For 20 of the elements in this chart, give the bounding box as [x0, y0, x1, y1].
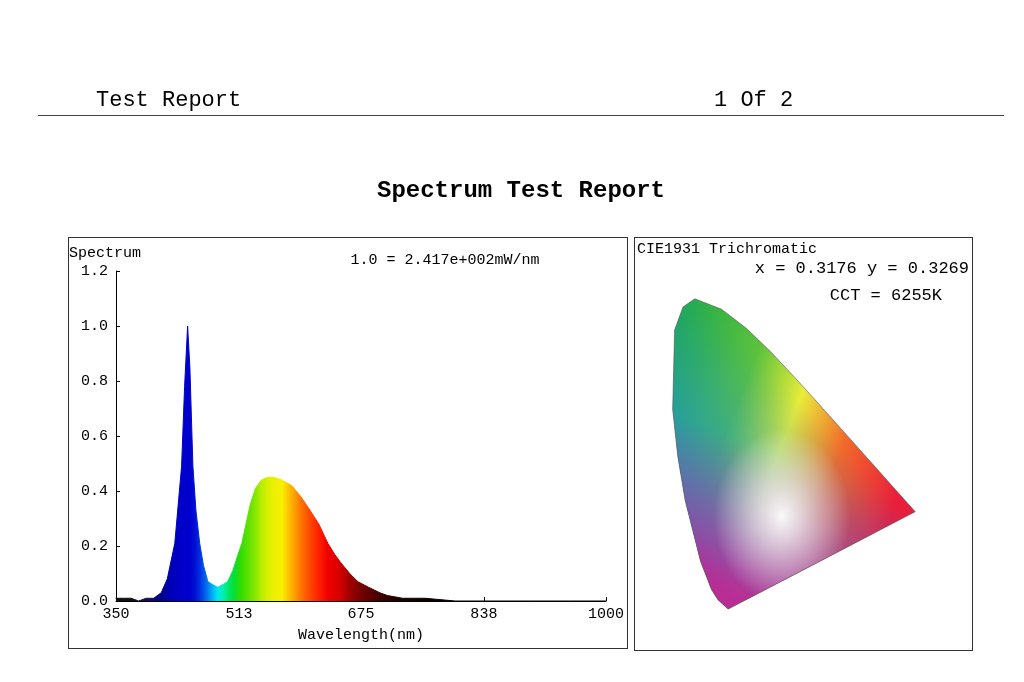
y-tick-label: 0.6 — [80, 427, 108, 445]
text: CIE1931 Trichromatic — [637, 241, 818, 258]
x-tick-label: 513 — [225, 606, 253, 623]
y-tick-label: 1.2 — [80, 262, 108, 280]
x-tick-label: 350 — [102, 606, 130, 623]
y-axis-title: Spectrum — [69, 245, 142, 262]
text: CCT = 6255K — [829, 286, 942, 305]
x-axis-title: Wavelength(nm) — [297, 627, 425, 644]
y-tick-label: 1.0 — [80, 317, 108, 335]
text: Test Report — [96, 88, 242, 113]
chart-title: Spectrum Test Report — [376, 177, 666, 204]
text: 1.0 = 2.417e+002mW/nm — [350, 251, 540, 269]
y-tick-label: 0.4 — [80, 482, 108, 500]
text: x = 0.3176 y = 0.3269 — [754, 259, 969, 278]
y-tick-label: 0.2 — [80, 537, 108, 555]
x-tick-label: 1000 — [587, 606, 624, 623]
x-tick-label: 838 — [470, 606, 498, 623]
x-tick-label: 675 — [347, 606, 375, 623]
text: 1 Of 2 — [714, 88, 794, 113]
y-tick-label: 0.8 — [80, 372, 108, 390]
